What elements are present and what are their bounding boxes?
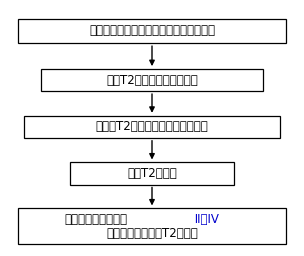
Text: 在不同井深重复步骤: 在不同井深重复步骤 [64,213,127,226]
FancyBboxPatch shape [24,116,280,138]
Text: 确定T2截止值: 确定T2截止值 [127,167,177,180]
Text: 计算各T2时间点对应的束缚水体积: 计算各T2时间点对应的束缚水体积 [96,120,208,133]
Text: Ⅱ～IV: Ⅱ～IV [191,213,218,226]
Text: 构建T2谱与孔隙度的对比图: 构建T2谱与孔隙度的对比图 [106,73,198,87]
FancyBboxPatch shape [41,69,263,91]
FancyBboxPatch shape [18,19,286,43]
FancyBboxPatch shape [70,162,234,185]
Text: 得到不同深度点的T2截止值: 得到不同深度点的T2截止值 [106,227,198,240]
Text: 建立均一孔隙下的束缚水体积的数学模型: 建立均一孔隙下的束缚水体积的数学模型 [89,24,215,37]
FancyBboxPatch shape [18,208,286,244]
